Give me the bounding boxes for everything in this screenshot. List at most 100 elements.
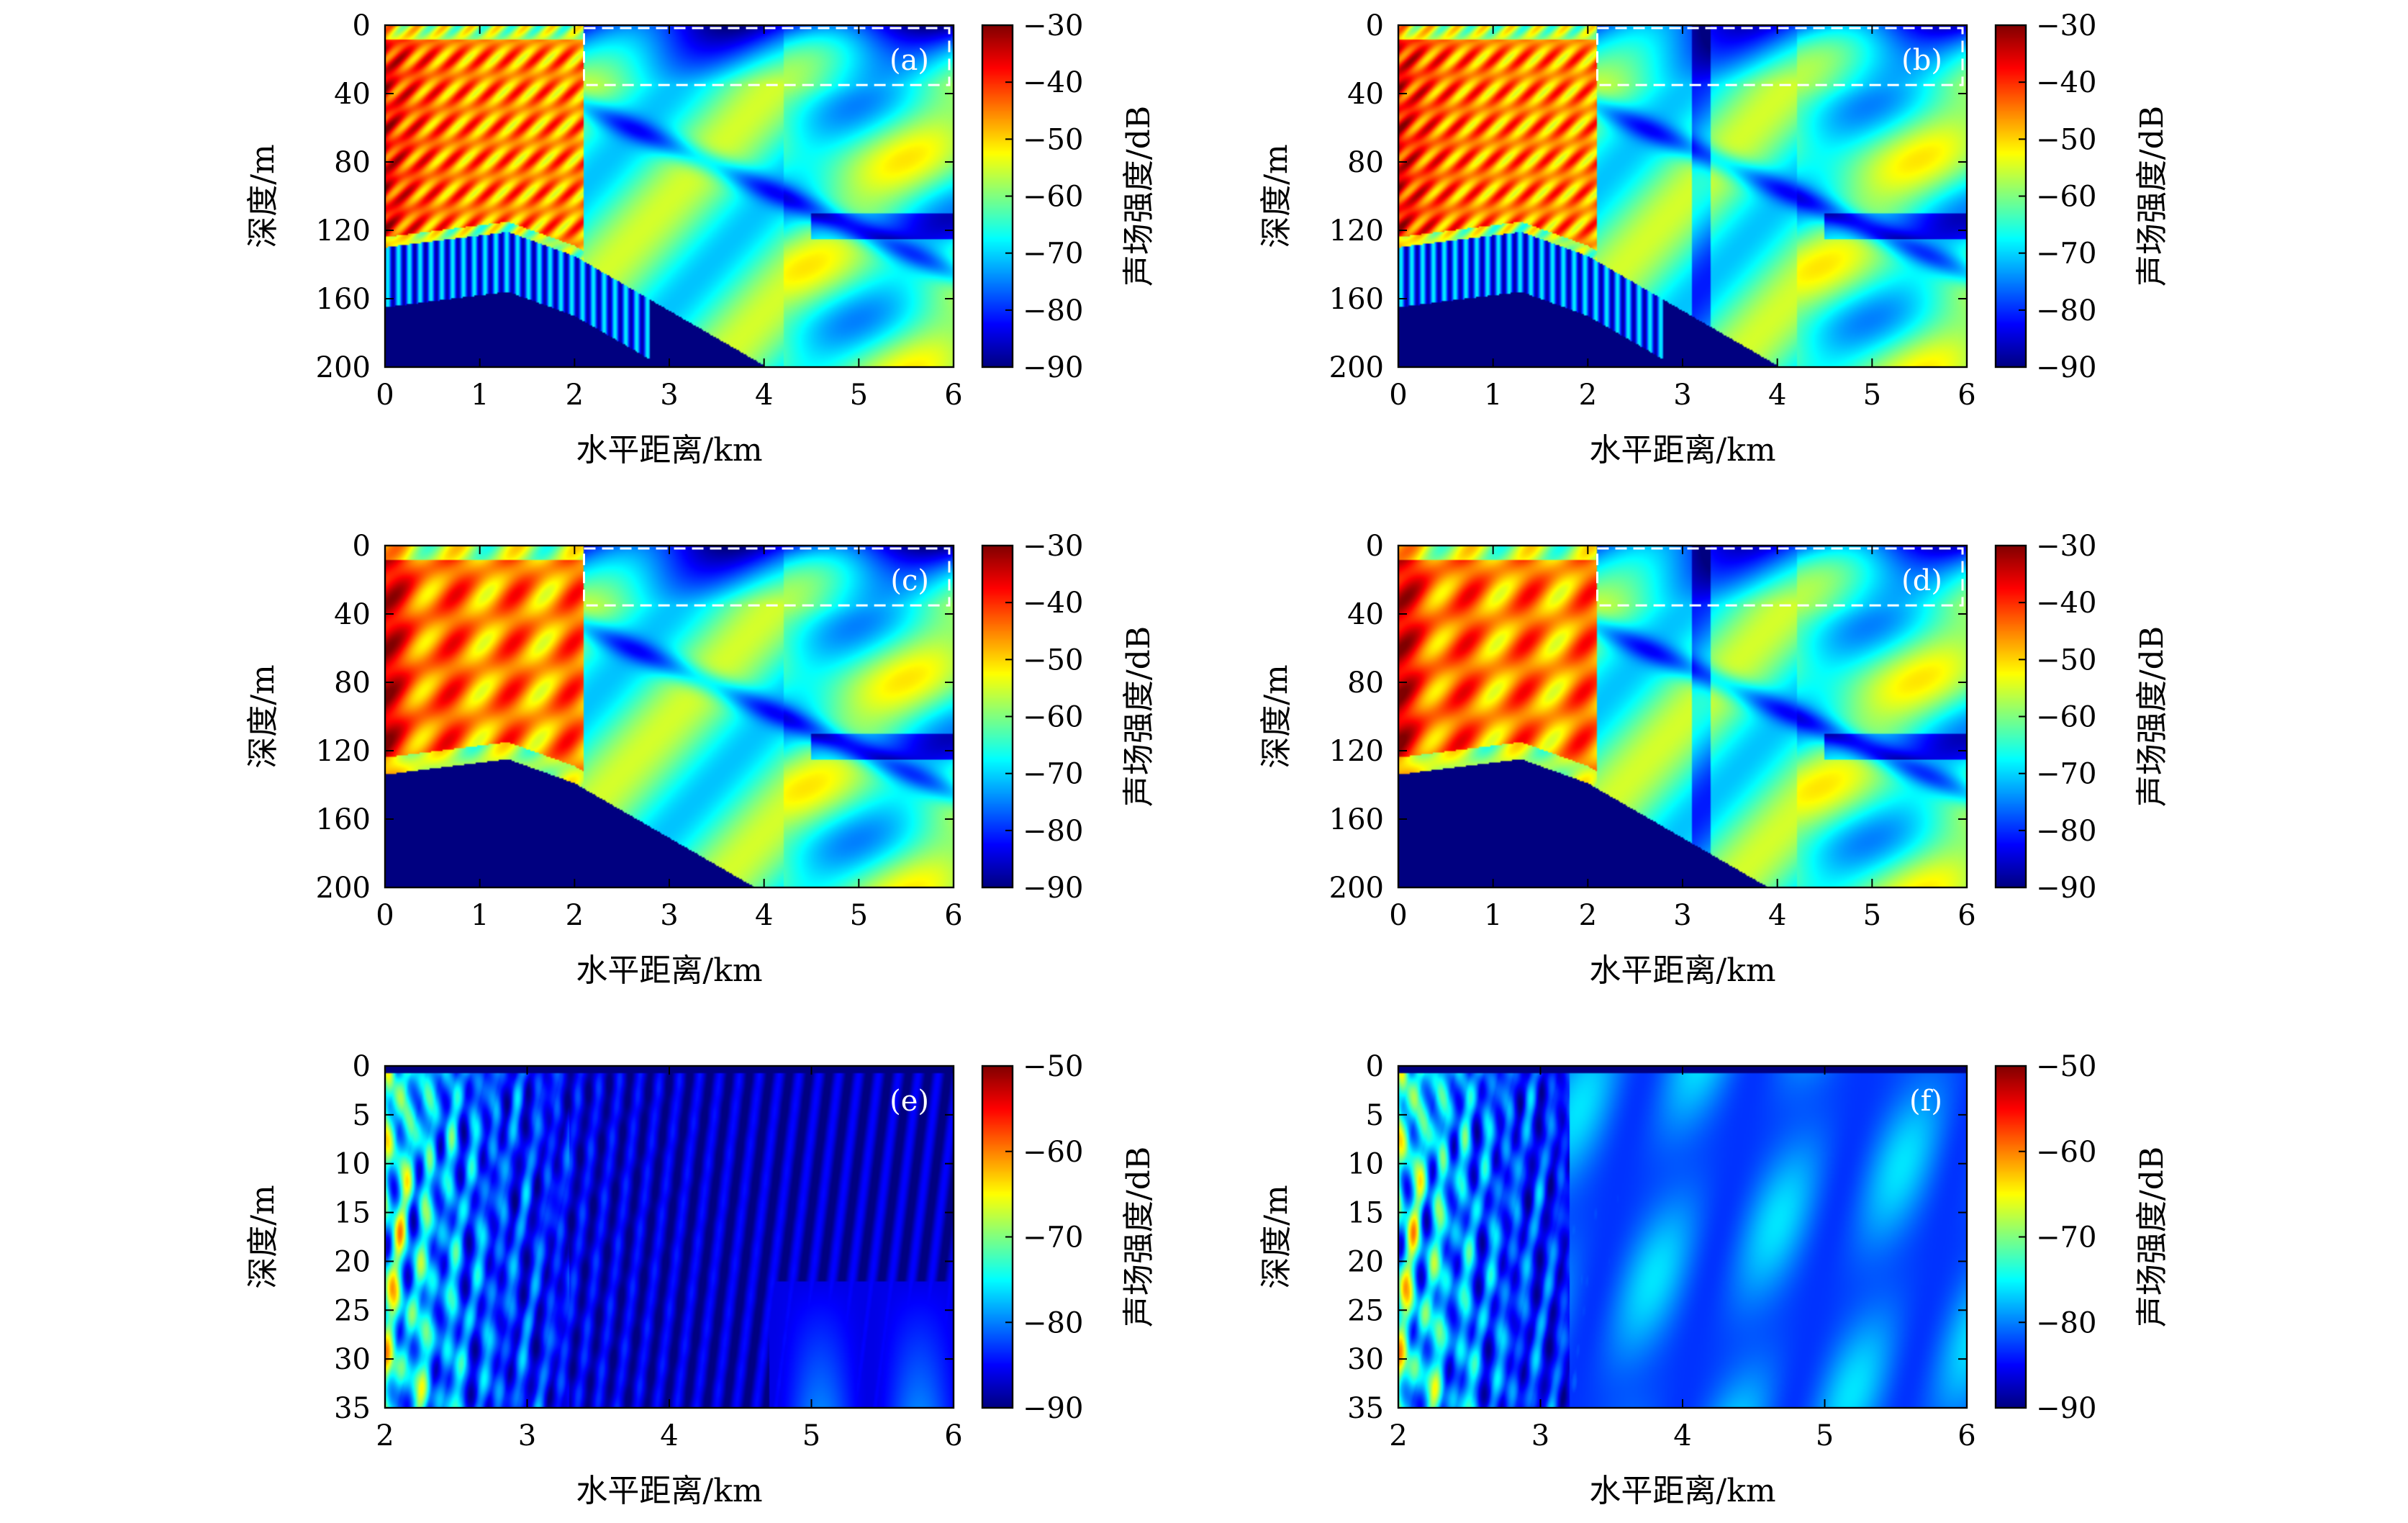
y-tick-label: 160 [316, 283, 371, 316]
colorbar-label: 声场强度/dB [2134, 1147, 2171, 1327]
colorbar-tick-label: −60 [2036, 701, 2096, 734]
colorbar-tick-label: −90 [1023, 351, 1083, 384]
y-tick-label: 40 [1347, 78, 1384, 111]
y-axis-label: 深度/m [245, 144, 281, 248]
x-axis-label: 水平距离/km [576, 432, 762, 469]
panel-label: (d) [1901, 564, 1942, 597]
y-tick-label: 40 [334, 78, 371, 111]
panel-label: (e) [890, 1085, 929, 1118]
colorbar-tick-label: −90 [2036, 1392, 2096, 1425]
panel-label: (a) [890, 44, 929, 77]
colorbar-tick-label: −40 [2036, 587, 2096, 620]
colorbar-tick-label: −80 [2036, 1306, 2096, 1339]
y-tick-label: 0 [353, 9, 371, 42]
colorbar-tick-label: −30 [2036, 530, 2096, 563]
x-tick-label: 2 [566, 379, 584, 412]
y-tick-label: 40 [334, 598, 371, 631]
x-tick-label: 3 [1673, 379, 1691, 412]
colorbar-label: 声场强度/dB [2134, 106, 2171, 286]
x-tick-label: 2 [1579, 899, 1597, 932]
colorbar-tick-label: −40 [2036, 66, 2096, 99]
y-tick-label: 120 [316, 735, 371, 768]
x-tick-label: 4 [660, 1419, 678, 1452]
x-tick-label: 0 [376, 899, 394, 932]
x-tick-label: 0 [1389, 379, 1407, 412]
x-tick-label: 6 [1957, 1419, 1975, 1452]
panel-f: 2 3 4 5 6 0 5 10 15 20 25 30 35 水平距离/km 深度/m (f) −50 −60 −… [1258, 1050, 2171, 1509]
colorbar-tick-label: −30 [1023, 530, 1083, 563]
y-axis-label: 深度/m [1258, 144, 1295, 248]
y-tick-label: 120 [316, 214, 371, 248]
y-tick-label: 0 [1366, 9, 1384, 42]
x-tick-label: 2 [1579, 379, 1597, 412]
x-tick-label: 5 [1863, 379, 1881, 412]
panel-a: 0 1 2 3 4 5 6 0 40 80 120 160 200 水平距离/km 深度/m (a) −30 −4… [245, 9, 1157, 469]
colorbar-tick-label: −50 [2036, 1050, 2096, 1083]
colorbar-label: 声场强度/dB [2134, 626, 2171, 807]
colorbar-tick-label: −50 [1023, 643, 1083, 677]
colorbar-label: 声场强度/dB [1121, 626, 1157, 807]
colorbar-tick-label: −80 [1023, 1306, 1083, 1339]
heatmap-c [385, 546, 954, 887]
y-tick-label: 80 [334, 146, 371, 179]
colorbar-label: 声场强度/dB [1121, 106, 1157, 286]
y-tick-label: 15 [1347, 1197, 1384, 1230]
colorbar-tick-label: −60 [1023, 701, 1083, 734]
x-tick-label: 5 [1863, 899, 1881, 932]
y-tick-label: 30 [1347, 1343, 1384, 1376]
y-tick-label: 20 [334, 1245, 371, 1278]
colorbar-tick-label: −70 [2036, 238, 2096, 271]
y-tick-label: 0 [1366, 1050, 1384, 1083]
highlight-box [1596, 547, 1964, 607]
x-tick-label: 6 [944, 1419, 962, 1452]
y-tick-label: 20 [1347, 1245, 1384, 1278]
colorbar-tick-label: −70 [2036, 758, 2096, 791]
y-axis-label: 深度/m [1258, 664, 1295, 769]
x-tick-label: 6 [1957, 899, 1975, 932]
panel-d: 0 1 2 3 4 5 6 0 40 80 120 160 200 水平距离/km 深度/m (d) −30 −4… [1258, 530, 2171, 989]
y-tick-label: 25 [1347, 1294, 1384, 1327]
colorbar-tick-label: −90 [1023, 1392, 1083, 1425]
panel-label: (c) [890, 564, 929, 597]
colorbar-tick-label: −50 [2036, 123, 2096, 156]
x-tick-label: 5 [850, 379, 868, 412]
y-tick-label: 80 [1347, 146, 1384, 179]
colorbar-tick-label: −50 [1023, 1050, 1083, 1083]
x-tick-label: 1 [471, 379, 489, 412]
highlight-box [583, 27, 951, 86]
x-axis-label: 水平距离/km [576, 1473, 762, 1509]
colorbar-tick-label: −80 [2036, 815, 2096, 848]
y-tick-label: 30 [334, 1343, 371, 1376]
colorbar-tick-label: −70 [1023, 1221, 1083, 1255]
y-tick-label: 25 [334, 1294, 371, 1327]
heatmap-b [1398, 25, 1967, 367]
y-tick-label: 0 [353, 1050, 371, 1083]
y-tick-label: 120 [1329, 735, 1384, 768]
y-tick-label: 5 [1366, 1099, 1384, 1132]
colorbar-tick-label: −40 [1023, 66, 1083, 99]
x-axis-label: 水平距离/km [576, 952, 762, 989]
colorbar-tick-label: −90 [2036, 351, 2096, 384]
colorbar-tick-label: −90 [1023, 872, 1083, 905]
x-tick-label: 3 [660, 899, 678, 932]
y-tick-label: 80 [334, 666, 371, 700]
y-tick-label: 160 [1329, 803, 1384, 836]
colorbar-tick-label: −50 [2036, 643, 2096, 677]
x-tick-label: 3 [518, 1419, 536, 1452]
y-tick-label: 200 [316, 872, 371, 905]
y-tick-label: 80 [1347, 666, 1384, 700]
x-tick-label: 3 [1673, 899, 1691, 932]
y-tick-label: 35 [1347, 1392, 1384, 1425]
heatmap-e [385, 1066, 954, 1408]
panel-c: 0 1 2 3 4 5 6 0 40 80 120 160 200 水平距离/km 深度/m (c) −30 −4… [245, 530, 1157, 989]
x-tick-label: 4 [755, 379, 773, 412]
panel-label: (f) [1909, 1085, 1942, 1118]
x-axis-label: 水平距离/km [1589, 952, 1775, 989]
colorbar-tick-label: −60 [1023, 181, 1083, 214]
x-tick-label: 6 [1957, 379, 1975, 412]
x-tick-label: 4 [1673, 1419, 1691, 1452]
y-tick-label: 0 [1366, 530, 1384, 563]
x-tick-label: 2 [376, 1419, 394, 1452]
colorbar-tick-label: −60 [2036, 1136, 2096, 1169]
